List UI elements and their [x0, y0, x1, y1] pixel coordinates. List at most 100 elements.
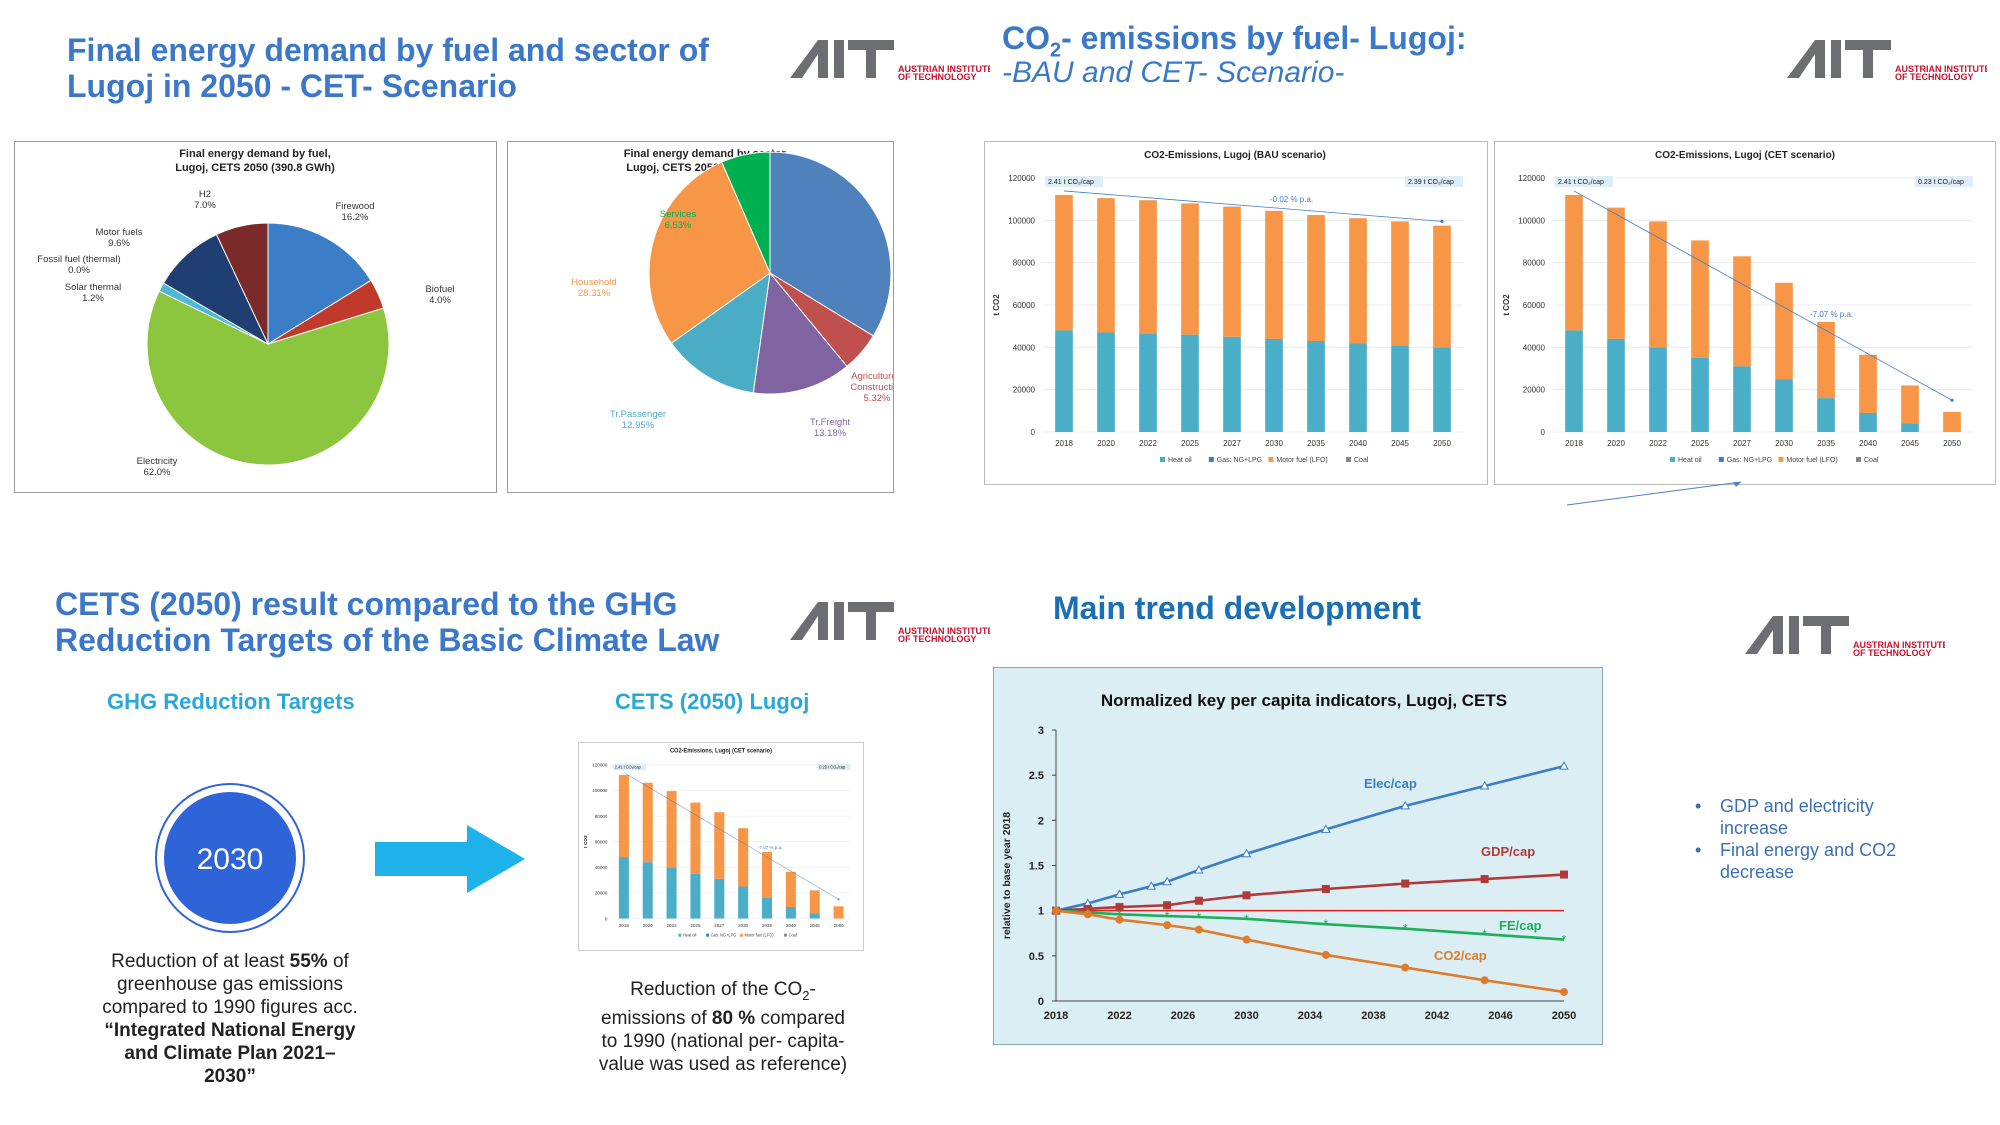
- pie-value-biofuel: 4.0%: [429, 295, 451, 306]
- line-point-elec-cap: [1321, 824, 1331, 833]
- bar-heat-oil-2035: [1817, 398, 1835, 432]
- line-point-gdp-cap: [1560, 870, 1568, 879]
- bar-heat-oil-2040: [1859, 412, 1877, 432]
- line-label-co2-cap: CO2/cap: [1434, 948, 1487, 963]
- line-ytick-label: 1.5: [1029, 861, 1044, 873]
- line-point-fe-cap: *: [1482, 927, 1487, 941]
- ghg-text-3: greenhouse gas emissions: [116, 974, 344, 995]
- pie-value-agriculture-construction: 5.32%: [864, 393, 891, 404]
- pie-label-h2: H2: [199, 189, 211, 200]
- pie-value-motor-fuels: 9.6%: [108, 238, 130, 249]
- circle-year-label: 2030: [197, 843, 264, 876]
- bar-xtick-label: 2018: [1055, 439, 1073, 448]
- pie-label-agriculture-construction: Agriculture&: [851, 371, 893, 382]
- line-label-gdp-cap: GDP/cap: [1481, 844, 1535, 859]
- legend-label-gas-ng-lpg: Gas: NG+LPG: [711, 933, 737, 938]
- line-point-gdp-cap: [1401, 879, 1410, 888]
- right-arrow: [375, 825, 525, 893]
- bar-heat-oil-2030: [1265, 338, 1283, 432]
- bar-ytick-label: 40000: [1523, 343, 1546, 352]
- pie-label-services: Services: [660, 209, 697, 220]
- bar-heat-oil-2050: [1433, 347, 1451, 432]
- bar-ylabel: t CO2: [992, 294, 1001, 316]
- pie-label-firewood: Firewood: [335, 201, 374, 212]
- bar-motor-fuel-lfo-2018: [618, 775, 629, 858]
- bullet-2b: decrease: [1720, 862, 1795, 882]
- pie-value-solar-thermal: 1.2%: [82, 293, 104, 304]
- ghg-text-6: and Climate Plan 2021–2030”: [124, 1043, 336, 1087]
- bar-motor-fuel-lfo-2025: [690, 802, 701, 874]
- bar-heat-oil-2025: [1691, 357, 1709, 432]
- bar-xtick-label: 2035: [1307, 439, 1325, 448]
- bar-xtick-label: 2022: [1649, 439, 1667, 448]
- bar-heat-oil-2045: [809, 913, 820, 919]
- bullet-1b: increase: [1720, 818, 1789, 838]
- pie-sector-frame: Final energy demand by sector, Lugoj, CE…: [507, 141, 904, 493]
- bar-heat-oil-2020: [642, 862, 653, 919]
- bar-motor-fuel-lfo-2018: [1565, 194, 1583, 331]
- panel2-title-sub: 2: [1050, 39, 1062, 62]
- bar-heat-oil-2025: [690, 873, 701, 919]
- bar-xtick-label: 2018: [619, 923, 629, 928]
- line-label-elec-cap: Elec/cap: [1364, 776, 1417, 791]
- bar-heat-oil-2020: [1607, 338, 1625, 432]
- legend-label-motor-fuel-lfo: Motor fuel (LFO): [1276, 457, 1327, 464]
- bar-ytick-label: 20000: [595, 891, 608, 896]
- pie-label-motor-fuels: Motor fuels: [96, 227, 143, 238]
- bar-xtick-label: 2022: [1139, 439, 1157, 448]
- line-point-fe-cap: *: [1197, 910, 1202, 924]
- trend-end-point: [837, 898, 840, 901]
- pie-value-fossil-fuel-thermal: 0.0%: [68, 265, 90, 276]
- bar-chart-title: CO2-Emissions, Lugoj (CET scenario): [1655, 150, 1835, 161]
- bar-ytick-label: 120000: [1008, 174, 1035, 183]
- legend-swatch-gas-ng-lpg: [706, 933, 709, 937]
- line-xtick-label: 2026: [1171, 1010, 1195, 1022]
- bar-chart-title: CO2-Emissions, Lugoj (CET scenario): [670, 749, 772, 755]
- bar-motor-fuel-lfo-2035: [1307, 215, 1325, 341]
- bar-ytick-label: 0: [1541, 428, 1546, 437]
- panel2-title-co: CO: [1002, 20, 1050, 56]
- connector-arrow: [1566, 481, 1742, 506]
- bar-ytick-label: 100000: [1518, 216, 1545, 225]
- bar-ytick-label: 40000: [1013, 343, 1036, 352]
- pie-fuel-title: Final energy demand by fuel,: [179, 148, 331, 160]
- bar-motor-fuel-lfo-2050: [1943, 411, 1961, 432]
- bar-ytick-label: 80000: [1013, 259, 1036, 268]
- bar-heat-oil-2040: [1349, 343, 1367, 432]
- line-point-co2-cap: [1194, 925, 1203, 934]
- bar-heat-oil-2027: [1733, 366, 1751, 432]
- bar-xtick-label: 2030: [1265, 439, 1283, 448]
- bar-motor-fuel-lfo-2022: [666, 791, 677, 868]
- bar-heat-oil-2022: [1649, 347, 1667, 432]
- ghg-text-bold: 55%: [289, 951, 328, 972]
- annotation-trend: -0.02 % p.a.: [1270, 195, 1313, 204]
- bar-cet-frame: CO2-Emissions, Lugoj (CET scenario) 0 2000…: [1494, 141, 1996, 485]
- bar-ytick-label: 60000: [1523, 301, 1546, 310]
- line-ytick-label: 1: [1038, 906, 1044, 918]
- ait-logo: AUSTRIAN INSTITUTE OF TECHNOLOGY: [1787, 40, 1987, 82]
- bar-motor-fuel-lfo-2035: [1817, 321, 1835, 399]
- bar-ylabel: t CO2: [1502, 294, 1511, 316]
- logo-line2: OF TECHNOLOGY: [1853, 648, 1932, 658]
- ghg-text-5: “Integrated National Energy: [104, 1020, 356, 1041]
- line-point-fe-cap: *: [1324, 917, 1329, 931]
- ghg-text-2: of: [327, 951, 349, 972]
- line-xtick-label: 2046: [1488, 1010, 1512, 1022]
- bar-ytick-label: 100000: [592, 788, 608, 793]
- bar-motor-fuel-lfo-2030: [1265, 210, 1283, 339]
- bar-ytick-label: 0: [1031, 428, 1036, 437]
- cets-text-2b: 80 %: [711, 1007, 756, 1029]
- cets-text-2c: compared: [755, 1007, 845, 1029]
- bar-xtick-label: 2050: [1943, 439, 1961, 448]
- bar-ytick-label: 40000: [595, 865, 608, 870]
- bar-xtick-label: 2040: [1859, 439, 1877, 448]
- bar-heat-oil-2020: [1097, 332, 1115, 432]
- pie-slice-tr-passenger: [670, 271, 771, 394]
- pie-slice-services: [721, 151, 771, 274]
- annotation-start-box: [613, 763, 647, 771]
- ghg-target-text: Reduction of at least 55% of greenhouse …: [100, 950, 360, 1088]
- bar-heat-oil-2022: [1139, 333, 1157, 432]
- bar-motor-fuel-lfo-2030: [738, 828, 749, 887]
- cets-text-dash: -: [809, 979, 816, 1000]
- pie-value-manufacturing: 33.71%: [832, 259, 865, 270]
